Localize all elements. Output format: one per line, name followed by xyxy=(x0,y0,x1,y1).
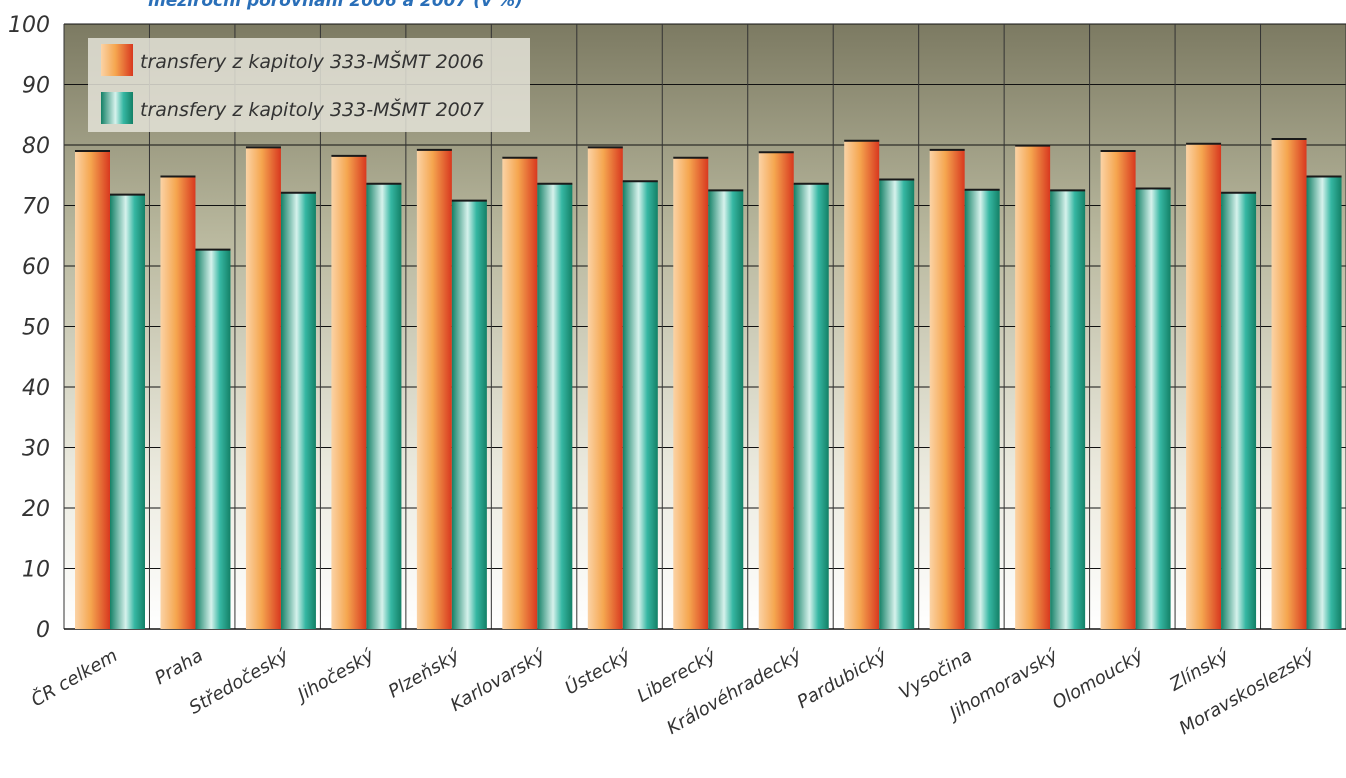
bar-2006 xyxy=(245,147,281,630)
bar-2006 xyxy=(1186,143,1222,630)
bar-2006 xyxy=(1015,145,1051,630)
bar-2006 xyxy=(75,151,110,630)
x-tick-label: ČR celkem xyxy=(27,644,121,711)
x-tick-label: Jihočeský xyxy=(292,645,378,707)
bar-2006 xyxy=(160,176,196,629)
bar-2007 xyxy=(451,200,487,629)
bar-2007 xyxy=(537,183,573,629)
y-tick-label: 100 xyxy=(8,13,50,38)
bar-2007 xyxy=(1306,176,1342,629)
legend-label-2007: transfery z kapitoly 333-MŠMT 2007 xyxy=(140,97,484,121)
bar-2007 xyxy=(622,181,658,630)
bar-2007 xyxy=(793,183,829,629)
bar-2007 xyxy=(366,183,402,629)
bar-2006 xyxy=(929,149,965,629)
y-tick-label: 0 xyxy=(36,618,50,643)
y-tick-label: 70 xyxy=(22,195,50,220)
x-tick-label: Plzeňský xyxy=(385,645,464,702)
legend: transfery z kapitoly 333-MŠMT 2006 trans… xyxy=(88,38,530,132)
y-tick-label: 90 xyxy=(22,74,50,99)
x-tick-label: Karlovarský xyxy=(447,645,549,716)
bar-2006 xyxy=(502,157,538,629)
bar-2006 xyxy=(673,157,709,629)
y-axis-ticks: 0 10 20 30 40 50 60 70 80 90 100 xyxy=(8,13,50,643)
bar-2007 xyxy=(1050,190,1086,629)
y-tick-label: 30 xyxy=(22,437,50,462)
y-tick-label: 40 xyxy=(22,376,50,401)
bar-2007 xyxy=(195,249,231,630)
bar-2007 xyxy=(280,192,316,630)
y-tick-label: 60 xyxy=(22,255,50,280)
legend-box xyxy=(88,38,530,132)
legend-swatch-2006 xyxy=(101,44,133,76)
x-tick-label: Pardubický xyxy=(794,645,891,713)
legend-label-2006: transfery z kapitoly 333-MŠMT 2006 xyxy=(140,49,484,73)
bar-2006 xyxy=(844,140,880,629)
y-tick-label: 80 xyxy=(22,134,50,159)
bar-2006 xyxy=(1271,138,1307,629)
bar-2007 xyxy=(1135,188,1171,629)
legend-swatch-2007 xyxy=(101,92,133,124)
bar-2007 xyxy=(879,179,915,630)
x-tick-label: Olomoucký xyxy=(1049,645,1147,714)
bar-2007 xyxy=(964,189,1000,629)
bar-2006 xyxy=(416,149,452,629)
x-tick-label: Praha xyxy=(151,645,206,689)
bars xyxy=(75,137,1342,630)
bar-2006 xyxy=(758,152,794,629)
bar-2006 xyxy=(1100,151,1136,630)
x-tick-label: Zlínský xyxy=(1165,645,1232,696)
bar-2006 xyxy=(331,155,367,629)
bar-2006 xyxy=(587,147,623,630)
chart-title: meziroční porovnání 2006 a 2007 (v %) xyxy=(148,0,523,11)
bar-2007 xyxy=(1221,192,1257,630)
y-tick-label: 10 xyxy=(22,558,50,583)
bar-2007 xyxy=(708,190,744,629)
x-tick-label: Ústecký xyxy=(561,644,634,699)
y-tick-label: 20 xyxy=(22,497,50,522)
y-tick-label: 50 xyxy=(22,316,50,341)
bar-2007 xyxy=(110,194,145,630)
